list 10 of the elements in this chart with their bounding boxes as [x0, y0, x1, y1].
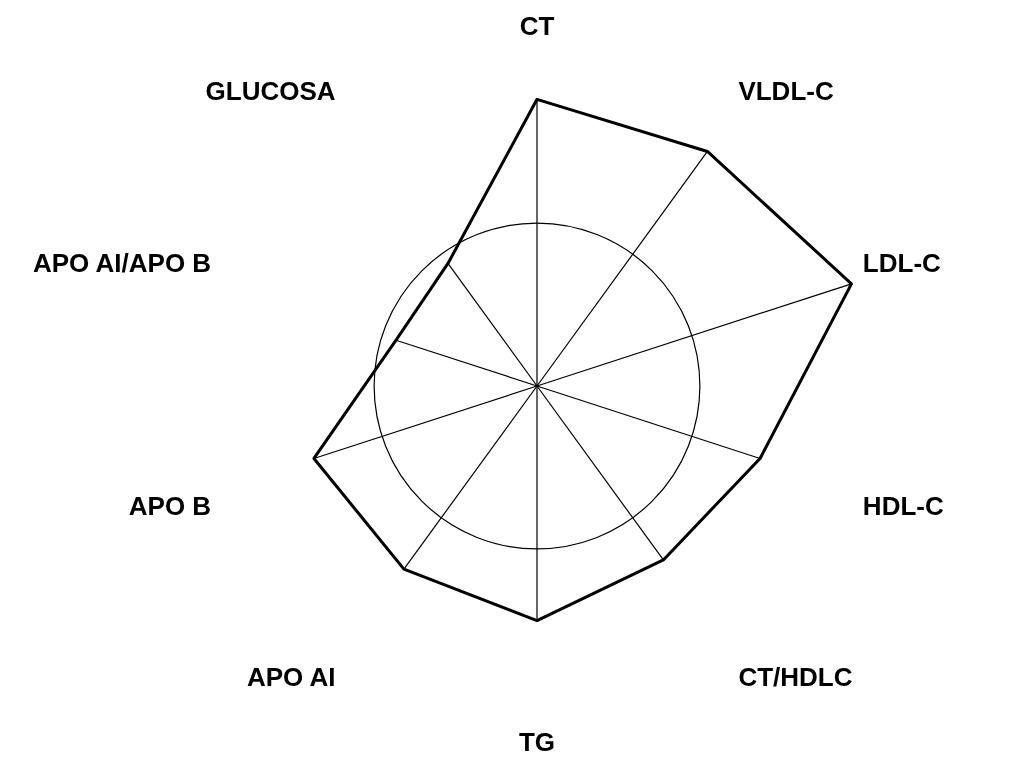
spoke-label: LDL-C [862, 247, 942, 278]
spoke-label: GLUCOSA [205, 76, 336, 107]
spoke-label: HDL-C [862, 490, 944, 521]
spoke-label: APO AI [246, 661, 336, 692]
spoke-label: TG [518, 727, 556, 758]
spoke-label: CT [519, 10, 555, 41]
spoke-label: VLDL-C [738, 76, 834, 107]
spoke-label: APO AI/APO B [32, 247, 212, 278]
spoke-label: APO B [128, 490, 212, 521]
spoke-label: CT/HDLC [738, 661, 853, 692]
